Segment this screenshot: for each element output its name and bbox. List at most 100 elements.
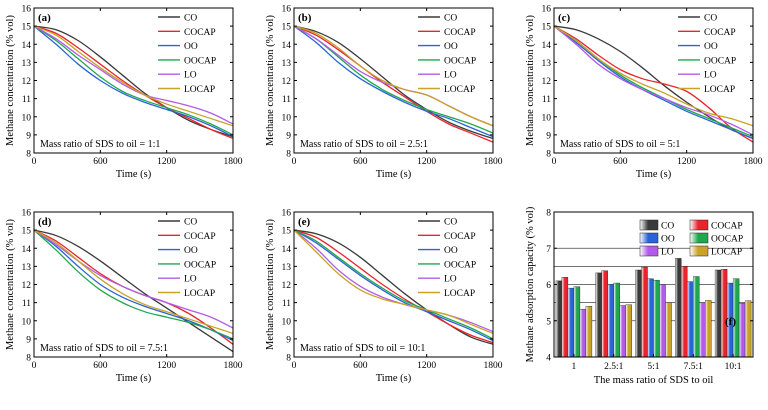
panel-c-legend-label-co: CO [704,14,717,24]
panel-e-series-oocap [293,229,494,340]
panel-f-bar-locap [665,302,672,358]
panel-e-ytick-label: 13 [282,263,292,273]
panel-d-label: (d) [38,216,52,228]
panel-a-series-co [33,25,234,138]
panel-f-bar-cocap [641,266,648,358]
panel-d-legend-label-locap: LOCAP [184,289,215,299]
panel-d-legend-label-oocap: OOCAP [184,260,216,270]
panel-b-legend-label-co: CO [444,14,457,24]
panel-c-xlabel: Time (s) [636,169,672,180]
panel-f-bar-lo [659,284,666,358]
panel-c-xtick-label: 600 [613,157,628,167]
panel-b-legend-label-oo: OO [444,42,458,52]
panel-b-ytick-label: 16 [282,5,292,15]
panel-d-legend-label-co: CO [184,218,197,228]
panel-f-ytick-label: 4 [546,354,551,364]
panel-d-xtick-label: 1200 [157,361,176,371]
panel-f-bar-oo [687,281,694,358]
panel-c-series-locap [553,25,754,127]
panel-c-legend-label-lo: LO [704,71,717,81]
panel-f-legend-label-lo: LO [661,248,674,258]
panel-f-label: (f) [725,316,736,328]
panel-f-bar-lo [619,305,626,358]
panel-f-bar-co [714,269,722,358]
panel-c-ytick-label: 14 [542,41,552,51]
panel-e-series-cocap [293,229,494,344]
panel-f-legend-label-locap: LOCAP [711,248,742,258]
panel-f-bar-locap [585,306,593,358]
panel-d-annotation: Mass ratio of SDS to oil = 7.5:1 [40,343,168,354]
panel-e-xtick-label: 600 [353,361,368,371]
panel-d-ytick-label: 14 [22,245,32,255]
panel-c-xtick-label: 1200 [677,157,696,167]
panel-c-ytick-label: 13 [542,59,552,69]
panel-f-legend-label-oo: OO [661,235,675,245]
panel-b-xtick-label: 1800 [484,157,503,167]
panel-f-bar-oocap [573,286,581,358]
panel-c-xtick-label: 0 [552,157,557,167]
panel-a-series-cocap [33,25,234,140]
panel-f-legend-swatch-co [639,219,659,231]
panel-b-ytick-label: 11 [282,95,291,105]
panel-e-ytick-label: 9 [286,335,291,345]
panel-a-legend-label-oo: OO [184,42,198,52]
panel-f-bar-oocap [653,279,660,358]
panel-f-xtick-label: 7.5:1 [684,362,704,372]
panel-b-legend-label-locap: LOCAP [444,85,475,95]
panel-e-ytick-label: 14 [282,245,292,255]
panel-f-bar-lo [738,303,746,358]
panel-c-legend-label-cocap: COCAP [704,28,736,38]
panel-b-xtick-label: 1200 [417,157,436,167]
panel-f-legend-swatch-oocap [689,232,709,244]
panel-d-ylabel: Methane concentration (% vol) [5,219,16,350]
panel-a-legend-label-co: CO [184,14,197,24]
panel-b-legend-label-cocap: COCAP [444,28,476,38]
panel-f-legend-swatch-cocap [689,219,709,231]
panel-d-series-locap [33,229,234,335]
panel-c-ylabel: Methane concentration (% vol) [525,15,536,146]
panel-b-ytick-label: 15 [282,23,292,33]
panel-a-series-oocap [33,25,234,136]
panel-f-legend-label-cocap: COCAP [711,222,743,232]
panel-e-ylabel: Methane concentration (% vol) [265,219,276,350]
panel-d-ytick-label: 10 [22,317,32,327]
panel-d-series-oocap [33,229,234,340]
panel-d-xtick-label: 600 [93,361,108,371]
panel-e-legend-label-locap: LOCAP [444,289,475,299]
panel-f-bar-lo [699,302,706,358]
panel-f-bar-co [595,272,602,358]
panel-e-ytick-label: 11 [282,299,291,309]
panel-f-bar-oo [607,284,614,358]
panel-a-ytick-label: 10 [22,113,32,123]
panel-b-xtick-label: 600 [353,157,368,167]
panel-c-series-lo [553,25,754,136]
panel-e-legend-label-cocap: COCAP [444,232,476,242]
panel-d-legend-label-cocap: COCAP [184,232,216,242]
panel-e-ytick-label: 15 [282,227,292,237]
panel-d-ytick-label: 13 [22,263,32,273]
panel-f-bar-oo [647,278,654,358]
panel-c-legend-label-oo: OO [704,42,718,52]
panel-c-xtick-label: 1800 [744,157,763,167]
panel-f-xtick-label: 10:1 [725,362,742,372]
panel-b-series-oocap [293,25,494,134]
panel-e-legend-label-co: CO [444,218,457,228]
panel-a-label: (a) [38,12,51,24]
panel-e-annotation: Mass ratio of SDS to oil = 10:1 [300,343,425,354]
panel-f-xtick-label: 5:1 [647,362,659,372]
panel-f-bar-cocap [561,277,569,358]
panel-f-bar-locap [744,300,752,358]
panel-f-bar-co [555,280,563,358]
panel-f-bar-oocap [613,282,620,358]
panel-d-series-lo [33,229,234,329]
panel-a-xtick-label: 0 [32,157,37,167]
panel-f-bar-locap [625,304,632,358]
panel-a-xtick-label: 1200 [157,157,176,167]
panel-b-ytick-label: 12 [282,77,292,87]
panel-d: 0 600 1200 1800 Time (s) 8 9 10 11 12 13 14 15 16 Meth… [5,209,243,385]
panel-b-ylabel: Methane concentration (% vol) [265,15,276,146]
panel-f-bar-co [635,269,642,358]
panel-a-ytick-label: 11 [22,95,31,105]
panel-e: 0 600 1200 1800 Time (s) 8 9 10 11 12 13 14 15 16 Meth… [265,209,503,385]
panel-b-series-lo [293,25,494,127]
